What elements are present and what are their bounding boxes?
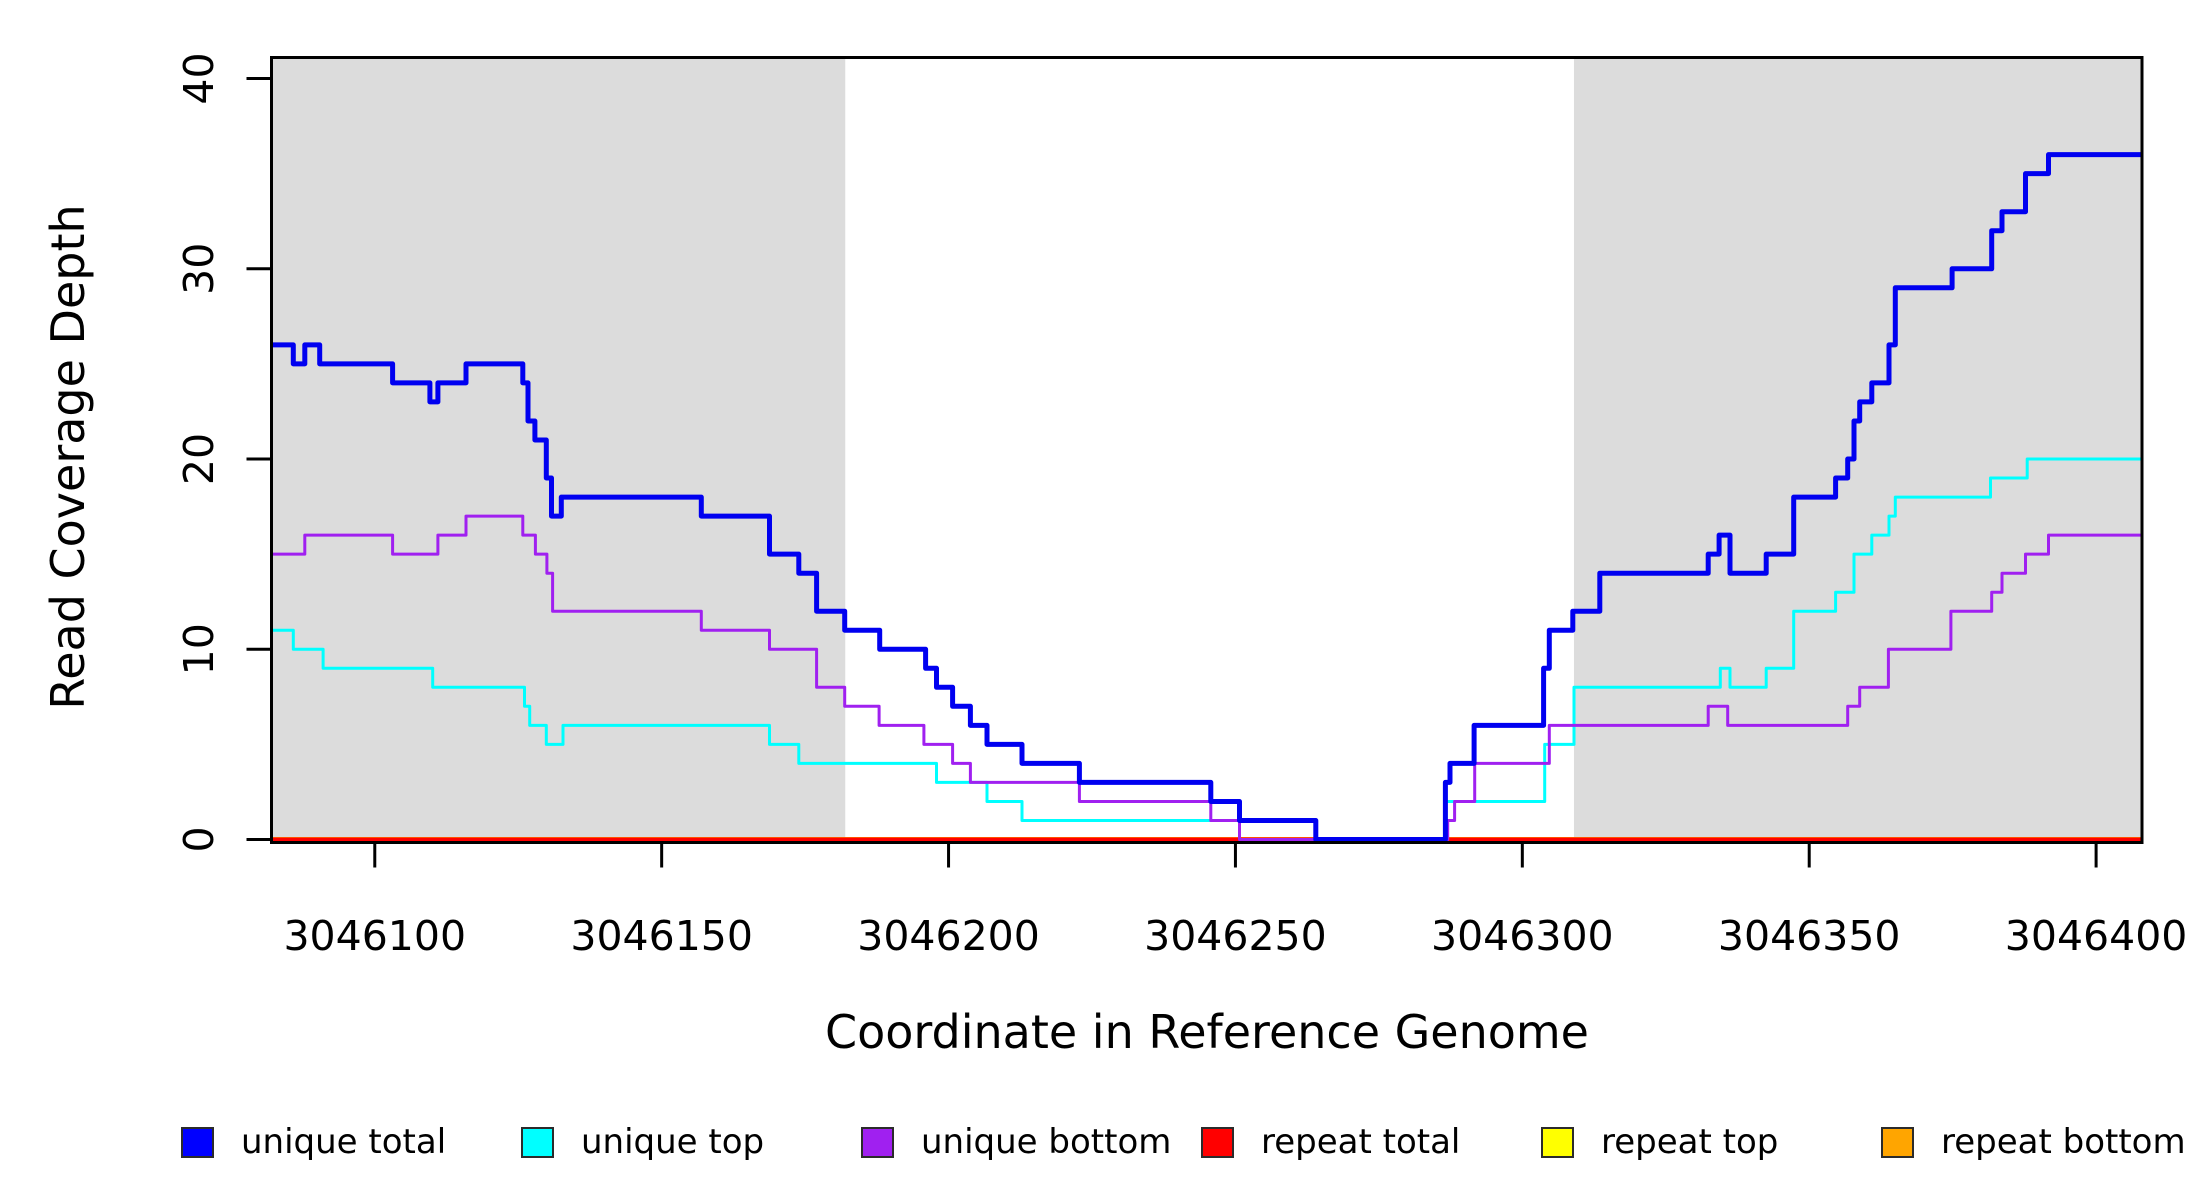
y-tick-label: 0 [175,826,223,852]
legend-swatch-unique-top [521,1126,554,1158]
y-tick-label: 30 [175,243,223,295]
series-lines [271,152,2142,842]
x-axis-tick-labels: 3046100 3046150 3046200 3046250 3046300 30463… [283,912,2187,960]
plot-border [270,56,2144,844]
shaded-region [1573,59,2142,841]
y-axis-tick-labels: 0 10 20 30 40 [175,52,223,852]
x-tick-label: 3046200 [857,912,1040,960]
shaded-regions [271,59,2142,841]
x-tick-label: 3046100 [283,912,466,960]
legend-label-unique-total: unique total [241,1122,447,1162]
series-line-unique-total [271,152,2142,842]
legend-swatch-unique-total [181,1126,214,1158]
y-tick-label: 40 [175,52,223,104]
legend-swatch-unique-bottom [861,1126,894,1158]
legend-swatch-repeat-total [1201,1126,1234,1158]
legend-label-unique-top: unique top [581,1122,765,1162]
x-tick-label: 3046350 [1718,912,1901,960]
legend-item-repeat-total: repeat total [1201,1124,1460,1160]
x-tick-label: 3046150 [570,912,753,960]
x-tick-label: 3046250 [1144,912,1327,960]
legend-label-repeat-total: repeat total [1261,1122,1461,1162]
legend-item-repeat-top: repeat top [1541,1124,1778,1160]
legend-label-unique-bottom: unique bottom [921,1122,1172,1162]
legend-item-unique-bottom: unique bottom [861,1124,1171,1160]
legend-item-unique-total: unique total [181,1124,446,1160]
plot-box [270,56,2144,844]
legend-item-unique-top: unique top [521,1124,764,1160]
series-line-unique-bottom [271,514,2142,841]
x-axis-title: Coordinate in Reference Genome [825,1005,1589,1059]
x-tick-label: 3046400 [2005,912,2188,960]
legend-label-repeat-top: repeat top [1601,1122,1779,1162]
legend-swatch-repeat-bottom [1881,1126,1914,1158]
y-axis-ticks [246,77,272,841]
legend-label-repeat-bottom: repeat bottom [1941,1122,2186,1162]
y-tick-label: 10 [175,623,223,675]
x-tick-label: 3046300 [1431,912,1614,960]
y-tick-label: 20 [175,433,223,485]
legend-item-repeat-bottom: repeat bottom [1881,1124,2186,1160]
legend-swatch-repeat-top [1541,1126,1574,1158]
y-axis-title: Read Coverage Depth [41,204,95,710]
legend: unique total unique top unique bottom re… [0,1124,2200,1184]
x-axis-ticks [373,842,2098,868]
shaded-region [271,59,846,841]
